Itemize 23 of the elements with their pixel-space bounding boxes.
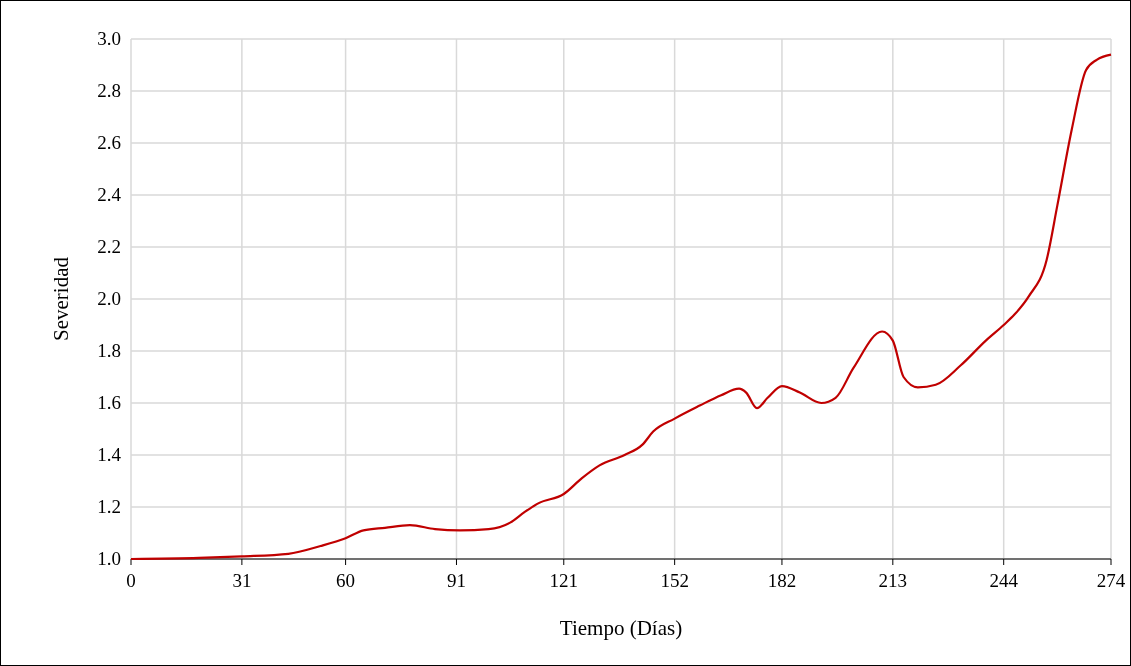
- y-tick-label: 3.0: [97, 28, 121, 49]
- x-tick-label: 60: [336, 570, 356, 591]
- y-tick-label: 2.8: [97, 80, 121, 101]
- y-tick-label: 2.4: [97, 184, 122, 205]
- x-tick-label: 121: [549, 570, 579, 591]
- x-tick-label: 182: [767, 570, 797, 591]
- x-tick-label: 244: [989, 570, 1019, 591]
- y-tick-label: 1.8: [97, 340, 121, 361]
- y-tick-label: 1.6: [97, 392, 121, 413]
- x-tick-label: 152: [660, 570, 689, 591]
- y-tick-label: 1.2: [97, 496, 121, 517]
- x-tick-label: 91: [446, 570, 466, 591]
- y-tick-label: 1.4: [97, 444, 122, 465]
- y-tick-label: 2.0: [97, 288, 121, 309]
- x-tick-label: 0: [126, 570, 136, 591]
- x-tick-label: 213: [878, 570, 908, 591]
- x-tick-label: 31: [232, 570, 252, 591]
- x-axis-title: Tiempo (Días): [559, 616, 683, 640]
- x-tick-label: 274: [1096, 570, 1126, 591]
- y-tick-label: 1.0: [97, 548, 121, 569]
- y-axis-title: Severidad: [49, 256, 73, 341]
- y-tick-label: 2.6: [97, 132, 121, 153]
- y-tick-label: 2.2: [97, 236, 121, 257]
